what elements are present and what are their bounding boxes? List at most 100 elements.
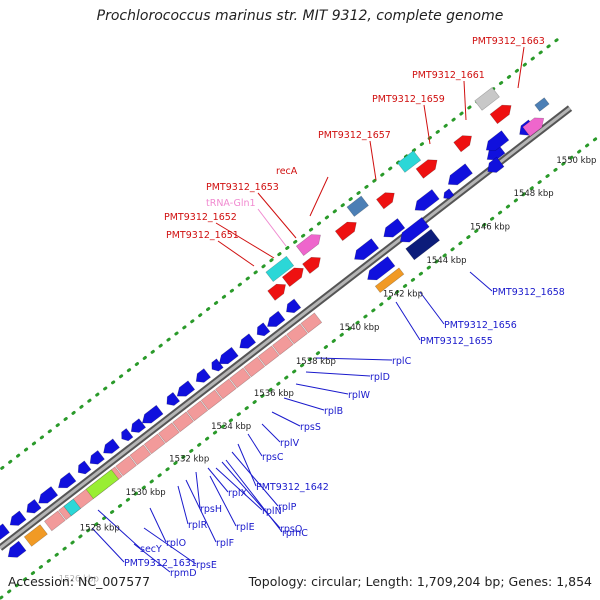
trna-feature — [522, 117, 545, 137]
reverse-gene-label: rplD — [370, 372, 390, 383]
reverse-gene-label: PMT9312_1656 — [444, 320, 517, 331]
reverse-gene — [89, 450, 105, 465]
leader-line — [215, 467, 263, 511]
reverse-gene — [38, 486, 59, 504]
reverse-gene — [9, 510, 27, 526]
reverse-gene — [7, 540, 27, 558]
accession-text: Accession: NC_007577 — [8, 574, 151, 589]
reverse-gene-label: rplF — [216, 538, 234, 549]
genome-backbone — [0, 105, 573, 551]
reverse-gene — [487, 156, 505, 173]
reverse-gene-label: rpmD — [170, 568, 197, 579]
kbp-tick-label: 1550 kbp — [556, 156, 596, 166]
rrna-block — [257, 345, 280, 367]
rrna-block — [158, 422, 180, 444]
leader-line — [517, 46, 525, 89]
leader-line — [231, 451, 279, 507]
reverse-gene-label: rpsQ — [280, 524, 302, 535]
leader-line — [295, 383, 349, 395]
forward-gene-label: PMT9312_1659 — [372, 94, 445, 105]
kbp-tick-label: 1540 kbp — [339, 323, 379, 333]
forward-gene — [453, 135, 472, 153]
gray-feature — [474, 86, 500, 111]
leader-line — [209, 475, 237, 527]
reverse-gene — [239, 333, 257, 349]
reverse-gene-label: rplE — [236, 522, 255, 533]
forward-gene — [376, 192, 395, 210]
leader-line — [315, 357, 393, 361]
forward-gene-label: PMT9312_1652 — [164, 212, 237, 223]
kbp-tick-label-partial: 1526 kbp — [59, 574, 99, 584]
reverse-gene — [256, 322, 271, 337]
kbp-tick-label: 1532 kbp — [169, 455, 209, 465]
reverse-gene — [195, 368, 211, 383]
rrna-block — [272, 334, 294, 356]
reverse-gene-label: rplR — [188, 520, 208, 531]
kbp-tick-label: 1530 kbp — [126, 488, 166, 498]
leader-line — [215, 222, 275, 259]
leader-line — [469, 271, 493, 292]
leader-line — [463, 80, 467, 121]
cyan-feature — [63, 498, 82, 517]
feature-labels: PMT9312_1663 PMT9312_1661 PMT9312_1659 PMT9… — [124, 36, 565, 579]
kbp-tick-label: 1538 kbp — [296, 357, 336, 367]
reverse-gene-label: PMT9312_1642 — [256, 482, 329, 493]
dotted-guide-lines — [0, 33, 600, 600]
reverse-gene-label: rplV — [280, 438, 300, 449]
rrna-block — [143, 433, 166, 455]
reverse-gene — [57, 472, 77, 489]
reverse-gene — [103, 438, 120, 454]
rrna-block — [129, 444, 152, 466]
kbp-ticks: 1528 kbp 1530 kbp 1532 kbp 1534 kbp 1536 kbp… — [59, 156, 597, 585]
reverse-gene — [121, 428, 134, 442]
reverse-gene-label: rplC — [392, 356, 412, 367]
leader-line — [217, 240, 255, 267]
reverse-gene — [485, 130, 510, 151]
leader-line — [207, 467, 229, 493]
reverse-gene — [286, 298, 302, 314]
reverse-gene-label: rplP — [278, 502, 297, 513]
leader-line — [133, 543, 171, 573]
leader-line — [221, 461, 281, 529]
cyan-feature — [397, 150, 422, 173]
reverse-gene — [354, 238, 380, 261]
rrna-block — [300, 312, 323, 334]
reverse-gene — [218, 346, 239, 365]
forward-gene-label: PMT9312_1663 — [472, 36, 545, 47]
reverse-gene-label: rpsH — [200, 504, 222, 515]
reverse-gene-label: rplX — [228, 488, 248, 499]
steel-feature — [346, 195, 369, 217]
reverse-gene — [447, 163, 473, 186]
reverse-gene-label: PMT9312_1631 — [124, 558, 197, 569]
reverse-gene — [414, 189, 440, 211]
forward-gene — [302, 256, 321, 274]
leader-line — [143, 527, 197, 565]
leader-line — [261, 423, 281, 443]
leader-line — [423, 104, 431, 145]
dotted-guide — [0, 133, 600, 600]
forward-gene — [281, 267, 304, 288]
orange-feature — [374, 267, 405, 293]
rrna-block — [186, 400, 209, 422]
forward-gene — [415, 159, 438, 179]
leader-line — [369, 140, 377, 181]
reverse-gene-label: rplW — [348, 390, 371, 401]
leader-line — [247, 433, 263, 457]
orange-feature — [23, 524, 48, 547]
leader-line — [185, 479, 217, 543]
rrna-block — [215, 378, 237, 400]
dotted-guide — [0, 33, 566, 472]
reverse-gene — [130, 418, 147, 433]
rrna-block — [115, 455, 137, 477]
cyan-feature — [265, 255, 295, 283]
rrna-block — [44, 510, 66, 532]
reverse-gene-label: rplO — [166, 538, 186, 549]
reverse-gene — [211, 358, 224, 372]
forward-gene-label: PMT9312_1661 — [412, 70, 485, 81]
navy-feature — [405, 228, 441, 261]
forward-gene-label: PMT9312_1651 — [166, 230, 239, 241]
backbone-highlight — [0, 106, 571, 550]
forward-gene-label: tRNA-Gln1 — [206, 198, 256, 209]
reverse-gene-label: rpmC — [282, 528, 308, 539]
